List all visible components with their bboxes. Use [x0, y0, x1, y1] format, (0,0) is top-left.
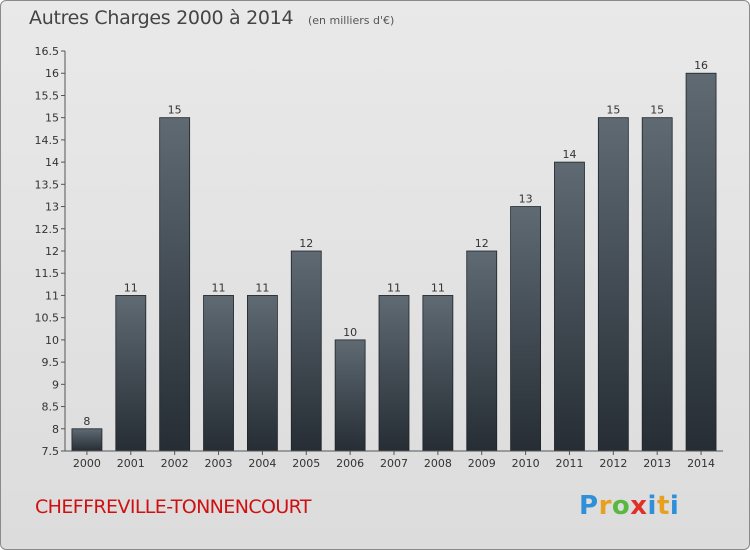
- y-tick-label: 15: [45, 112, 59, 125]
- bars: 8 11 15 11 11 12 10 11 11 12 13 14 15 15 16: [71, 59, 717, 452]
- x-tick-label: 2004: [248, 457, 276, 470]
- proxiti-logo: Proxiti: [579, 491, 679, 521]
- y-tick-label: 13: [45, 201, 59, 214]
- bar-2011: [554, 161, 585, 452]
- x-tick-label: 2003: [205, 457, 233, 470]
- y-tick-label: 11: [45, 289, 59, 302]
- logo-letter: o: [611, 491, 631, 521]
- value-label: 15: [650, 104, 664, 117]
- x-tick-label: 2009: [468, 457, 496, 470]
- x-tick-label: 2012: [599, 457, 627, 470]
- value-label: 11: [431, 281, 445, 294]
- x-tick-label: 2001: [117, 457, 145, 470]
- y-tick-label: 8: [52, 423, 59, 436]
- bar-2009: [466, 250, 498, 452]
- y-tick-label: 16.5: [35, 45, 60, 58]
- y-tick-label: 8.5: [42, 401, 60, 414]
- value-label: 11: [124, 281, 138, 294]
- y-tick-label: 14.5: [35, 134, 60, 147]
- value-label: 10: [343, 326, 357, 339]
- logo-letter: x: [630, 491, 648, 521]
- x-tick-label: 2014: [687, 457, 715, 470]
- bar-2005: [290, 250, 322, 452]
- y-tick-label: 10.5: [35, 312, 60, 325]
- bar-2002: [159, 117, 191, 452]
- y-axis: 7.5 8 8.5 9 9.5 10 10.5 11 11.5 12 12.5 13 13.5 14 14.…: [35, 45, 65, 458]
- y-tick-label: 9: [52, 378, 59, 391]
- y-tick-label: 15.5: [35, 89, 60, 102]
- y-tick-label: 10: [45, 334, 59, 347]
- x-tick-label: 2005: [292, 457, 320, 470]
- value-label: 16: [694, 59, 708, 72]
- value-label: 11: [212, 281, 226, 294]
- value-label: 14: [562, 148, 576, 161]
- y-tick-label: 11.5: [35, 267, 60, 280]
- value-label: 13: [519, 193, 533, 206]
- y-tick-label: 14: [45, 156, 59, 169]
- y-tick-label: 12.5: [35, 223, 60, 236]
- x-tick-label: 2006: [336, 457, 364, 470]
- bar-2004: [246, 295, 278, 452]
- bar-2013: [641, 117, 673, 452]
- x-tick-label: 2000: [73, 457, 101, 470]
- bar-2000: [71, 428, 103, 452]
- bar-2006: [334, 339, 366, 452]
- logo-letter: i: [669, 491, 680, 521]
- value-label: 11: [387, 281, 401, 294]
- x-tick-label: 2011: [555, 457, 583, 470]
- x-tick-label: 2008: [424, 457, 452, 470]
- value-label: 11: [255, 281, 269, 294]
- chart-title: Autres Charges 2000 à 2014: [29, 7, 294, 29]
- y-tick-label: 13.5: [35, 178, 60, 191]
- logo-letter: t: [656, 491, 670, 521]
- x-tick-label: 2013: [643, 457, 671, 470]
- value-label: 12: [299, 237, 313, 250]
- bar-2001: [115, 295, 147, 452]
- bar-2012: [597, 117, 629, 452]
- y-tick-label: 12: [45, 245, 59, 258]
- x-tick-label: 2010: [512, 457, 540, 470]
- logo-letter: i: [647, 491, 657, 521]
- bar-2007: [378, 295, 410, 452]
- bar-2003: [203, 295, 234, 452]
- x-axis: 2000 2001 2002 2003 2004 2005 2006 2007 2008 2009…: [73, 451, 715, 470]
- value-label: 15: [606, 104, 620, 117]
- value-label: 15: [168, 104, 182, 117]
- value-label: 8: [83, 415, 90, 428]
- commune-name: CHEFFREVILLE-TONNENCOURT: [35, 496, 311, 518]
- logo-letter: P: [579, 491, 599, 521]
- x-tick-label: 2002: [161, 457, 189, 470]
- y-tick-label: 16: [45, 67, 59, 80]
- y-tick-label: 9.5: [42, 356, 60, 369]
- chart-subtitle: (en milliers d'€): [308, 14, 395, 27]
- bar-2010: [510, 206, 542, 452]
- value-label: 12: [475, 237, 489, 250]
- x-tick-label: 2007: [380, 457, 408, 470]
- bar-2014: [685, 72, 717, 452]
- logo-letter: r: [598, 491, 612, 521]
- bar-2008: [422, 295, 454, 452]
- y-tick-label: 7.5: [42, 445, 60, 458]
